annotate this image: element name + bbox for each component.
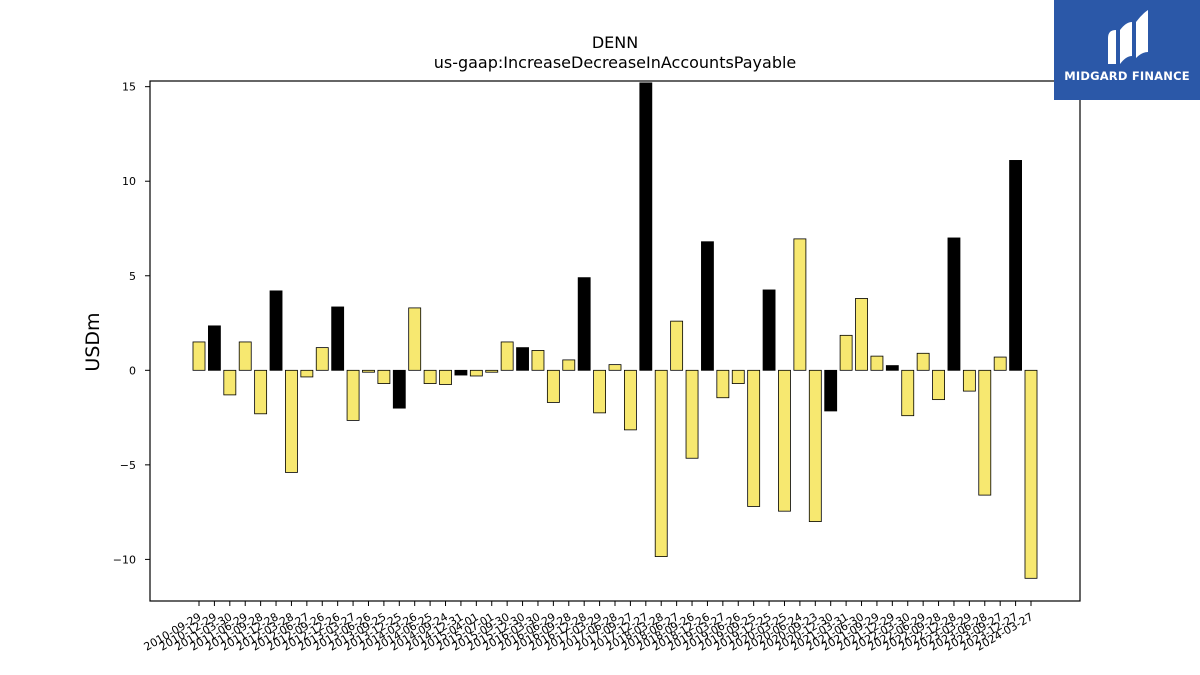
bar-2017-03-29 [593,369,607,414]
bar-2015-04-01 [469,369,483,377]
chart-subtitle: us-gaap:IncreaseDecreaseInAccountsPayabl… [434,53,797,72]
bar-2013-03-27 [346,369,360,421]
bar-2021-06-30 [855,298,868,371]
bar-2020-03-25 [778,369,791,512]
bar-2018-09-26 [685,369,699,459]
bar-2017-12-27 [639,82,653,371]
midgard-logo-icon [1108,10,1148,64]
bar-2016-09-28 [562,359,576,371]
bar-2016-03-30 [531,350,545,371]
bar-2021-12-29 [885,365,899,371]
bar-2012-03-28 [285,369,298,473]
bar-2014-03-26 [408,307,422,371]
bar-2020-09-23 [808,369,822,522]
bar-2018-06-27 [670,320,684,371]
bar-2017-09-27 [624,369,637,431]
bar-2019-12-25 [762,289,776,371]
bar-2011-09-28 [254,369,268,415]
bar-2012-06-27 [300,369,314,378]
bar-2018-03-28 [654,369,668,557]
bar-2021-09-29 [870,355,884,371]
bar-2020-12-30 [824,369,838,412]
brand-logo: MIDGARD FINANCE [1054,0,1200,100]
bar-2010-09-29 [192,341,206,371]
bar-2012-12-26 [331,306,345,371]
bar-2021-03-31 [839,334,853,371]
bar-2016-12-28 [577,277,591,371]
bar-2013-09-25 [377,369,391,384]
bar-2011-03-30 [223,369,237,396]
bar-2019-09-25 [747,369,761,507]
bar-2012-09-26 [315,347,329,371]
bar-2011-12-28 [269,290,283,371]
bar-2015-07-01 [485,369,499,373]
y-tick-label: −5 [120,459,136,472]
plot-frame [149,80,1081,602]
bar-2017-06-28 [608,364,622,371]
y-tick-label: 10 [122,175,136,188]
bar-2022-06-29 [916,352,930,371]
bar-2019-06-26 [731,369,745,384]
bar-2011-06-29 [238,341,252,371]
bar-2010-12-29 [207,325,221,371]
bar-2023-12-27 [1009,160,1023,371]
bar-2013-06-26 [362,369,375,373]
bar-2020-06-24 [793,238,807,371]
bar-2022-12-28 [947,237,961,371]
bar-2015-09-30 [500,341,514,371]
bar-2015-12-30 [516,347,529,371]
y-axis: −10 −5 0 5 10 15 [113,81,150,566]
bar-2013-12-25 [392,369,406,409]
bar-2023-09-27 [993,356,1007,371]
bar-2014-06-25 [423,369,437,384]
bar-2019-03-27 [716,369,730,399]
y-tick-label: 5 [129,270,136,283]
x-axis: 2010-09-292010-12-292011-03-302011-06-29… [142,601,1036,654]
bar-2018-12-26 [701,241,714,371]
bar-2024-03-27 [1024,369,1038,579]
bar-2023-06-28 [978,369,992,496]
y-axis-label: USDm [82,312,104,371]
y-tick-label: −10 [113,553,136,566]
bar-2016-06-29 [546,369,560,403]
bar-2022-03-30 [901,369,915,417]
y-tick-label: 0 [129,364,136,377]
brand-name: MIDGARD FINANCE [1064,69,1190,83]
y-tick-label: 15 [122,81,136,94]
bar-2014-12-31 [454,369,468,376]
chart-title: DENN [592,33,638,52]
bar-2014-09-24 [439,369,452,385]
bar-2022-09-28 [932,369,945,401]
bar-2023-03-29 [962,369,976,392]
bars-group [192,82,1038,579]
